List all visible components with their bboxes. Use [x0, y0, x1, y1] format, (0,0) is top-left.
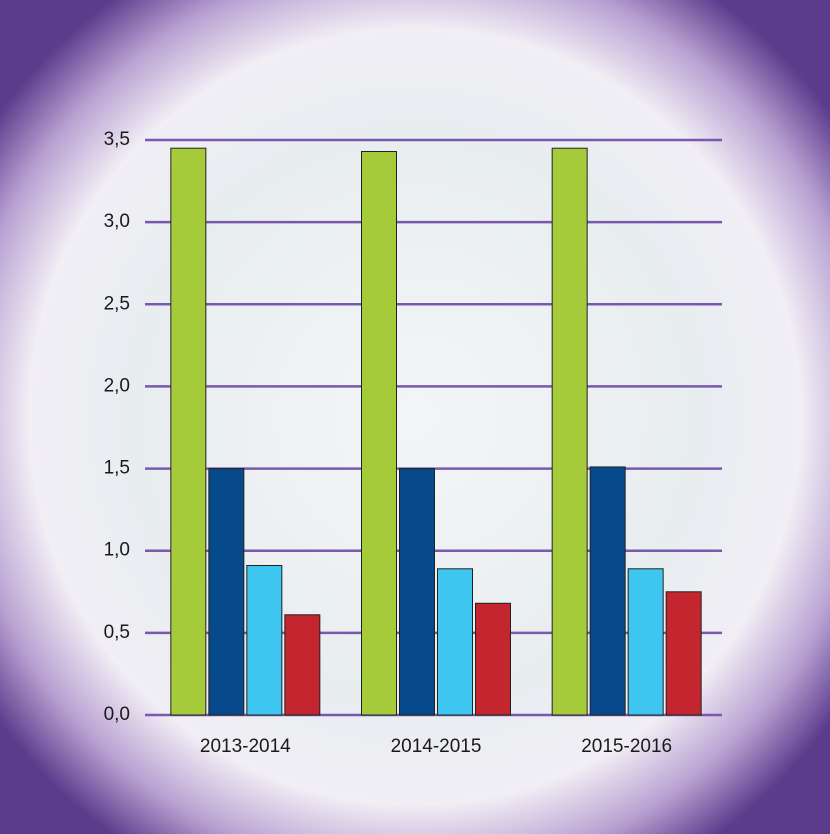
bar: [552, 148, 587, 715]
y-tick-label: 3,5: [104, 129, 130, 150]
bar: [628, 569, 663, 715]
x-tick-label: 2014-2015: [391, 736, 482, 757]
bar: [476, 603, 511, 715]
bar: [362, 152, 397, 716]
bar: [171, 148, 206, 715]
y-tick-label: 1,5: [104, 458, 130, 479]
bar: [285, 615, 320, 715]
bar: [590, 467, 625, 715]
x-tick-label: 2013-2014: [200, 736, 291, 757]
bar: [438, 569, 473, 715]
page: 0,0 0,5 1,0 1,5 2,0 2,5 3,0 3,5 2013-2014 2014-20…: [0, 0, 830, 834]
bar: [666, 592, 701, 715]
y-tick-label: 1,0: [104, 540, 130, 561]
chart: 0,0 0,5 1,0 1,5 2,0 2,5 3,0 3,5 2013-2014 2014-20…: [0, 0, 830, 834]
y-tick-label: 0,0: [104, 704, 130, 725]
y-tick-label: 2,0: [104, 375, 130, 396]
y-tick-label: 0,5: [104, 622, 130, 643]
bar: [247, 566, 282, 716]
y-tick-label: 2,5: [104, 293, 130, 314]
x-tick-label: 2015-2016: [581, 736, 672, 757]
y-tick-label: 3,0: [104, 211, 130, 232]
bar: [400, 469, 435, 715]
bar: [209, 469, 244, 715]
